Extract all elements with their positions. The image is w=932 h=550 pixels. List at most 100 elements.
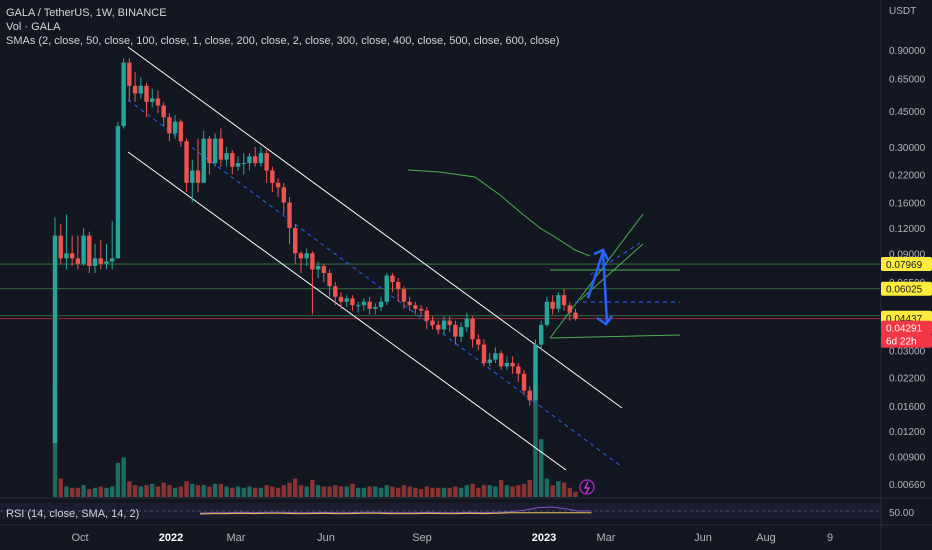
volume-bar <box>327 486 332 497</box>
volume-bar <box>396 487 401 497</box>
volume-bar <box>298 485 304 497</box>
sma-line <box>407 169 591 257</box>
price-tag: 0.06025 <box>881 281 932 296</box>
time-axis[interactable]: Oct 2022 Mar Jun Sep 2023 Mar Jun Aug 9 <box>71 532 833 544</box>
sma-legend[interactable]: SMAs (2, close, 50, close, 100, close, 1… <box>6 35 560 47</box>
price-tick-label: 0.00900 <box>889 453 926 464</box>
candle-body <box>567 305 572 313</box>
volume-bar <box>195 485 201 497</box>
volume-bar <box>458 487 464 497</box>
volume-bar <box>224 486 229 497</box>
candle-body <box>493 353 498 360</box>
candle-body <box>350 298 355 306</box>
volume-bar <box>121 457 126 497</box>
volume-bar <box>573 491 578 497</box>
price-tag-bg <box>881 281 932 296</box>
candle-body <box>98 258 103 264</box>
volume-bar <box>487 485 492 497</box>
candle-body <box>110 258 115 262</box>
candle-body <box>521 373 527 391</box>
candle-body <box>556 295 561 309</box>
volume-bar <box>155 486 161 497</box>
price-tick-label: 0.30000 <box>889 143 926 154</box>
volume-bar <box>430 487 435 497</box>
candle-body <box>264 153 269 171</box>
volume-bar <box>87 489 92 497</box>
candles <box>52 58 595 495</box>
volume-bar <box>253 487 258 497</box>
symbol-title[interactable]: GALA / TetherUS, 1W, BINANCE <box>6 7 167 19</box>
volume-bar <box>190 483 195 497</box>
volume-bar <box>264 485 269 497</box>
volume-bar <box>218 483 224 497</box>
volume-bar <box>333 485 338 497</box>
price-tag-label: 0.07969 <box>886 260 923 271</box>
candle-body <box>430 320 435 325</box>
volume-bar <box>544 478 550 497</box>
volume-bar <box>235 486 241 497</box>
volume-bar <box>493 486 498 497</box>
rsi-legend[interactable]: RSI (14, close, SMA, 14, 2) <box>6 508 140 520</box>
candle-body <box>224 153 229 160</box>
volume-bar <box>115 462 121 497</box>
candle-body <box>401 289 407 302</box>
candle-body <box>333 286 338 297</box>
rsi-level-label: 50.00 <box>889 508 914 519</box>
candle-body <box>270 170 275 183</box>
price-tick-label: 0.22000 <box>889 170 926 181</box>
volume-bar <box>373 486 378 497</box>
volume-bar <box>453 486 458 497</box>
candle-body <box>550 301 555 309</box>
rising-channel-base <box>550 334 681 339</box>
volume-legend[interactable]: Vol · GALA <box>6 21 61 33</box>
candle-body <box>230 153 235 167</box>
candle-body <box>81 235 86 264</box>
volume-bar <box>178 486 184 497</box>
price-axis[interactable]: USDT 0.90000 0.65000 0.45000 0.30000 0.22000 0… <box>880 0 926 550</box>
volume-bar <box>281 485 286 497</box>
candle-body <box>310 253 315 270</box>
volume-bar <box>287 482 292 497</box>
rising-channel-upper <box>549 213 644 339</box>
volume-bar <box>527 479 532 497</box>
candle-body <box>458 327 464 337</box>
volume-bar <box>378 487 384 497</box>
price-tag-bg <box>881 257 932 272</box>
candle-body <box>132 85 138 94</box>
candle-body <box>235 163 241 167</box>
channel-mid-line <box>127 99 623 468</box>
volume-bar <box>144 485 149 497</box>
candle-body <box>367 301 372 309</box>
candle-body <box>413 305 418 309</box>
price-tag: 6d 22h <box>881 333 932 348</box>
volume-bar <box>355 487 361 497</box>
candle-body <box>464 318 470 328</box>
volume-bar <box>504 485 510 497</box>
candle-body <box>104 261 109 264</box>
candle-body <box>390 275 395 283</box>
time-tick-label: Oct <box>71 532 88 544</box>
price-tag: 0.07969 <box>881 257 932 272</box>
price-tick-label: 0.09000 <box>889 249 926 260</box>
rsi-sma-line <box>199 512 592 515</box>
volume-bar <box>390 486 395 497</box>
volume-bar <box>58 478 63 497</box>
arrow-up-head-icon <box>593 248 610 261</box>
volume-bar <box>510 486 515 497</box>
candle-body <box>481 344 487 363</box>
channel-upper-line <box>127 46 623 409</box>
candle-body <box>544 301 550 325</box>
volume-bar <box>470 483 475 497</box>
candle-body <box>396 282 401 290</box>
volume-bar <box>92 487 98 497</box>
candle-body <box>52 235 58 444</box>
volume-bar <box>201 485 206 497</box>
candle-body <box>172 121 178 134</box>
candle-body <box>315 265 321 270</box>
volume-bar <box>413 487 418 497</box>
volume-bar <box>361 487 367 497</box>
price-tick-label: 0.02200 <box>889 374 926 385</box>
candle-body <box>384 275 389 302</box>
candle-body <box>207 138 212 164</box>
